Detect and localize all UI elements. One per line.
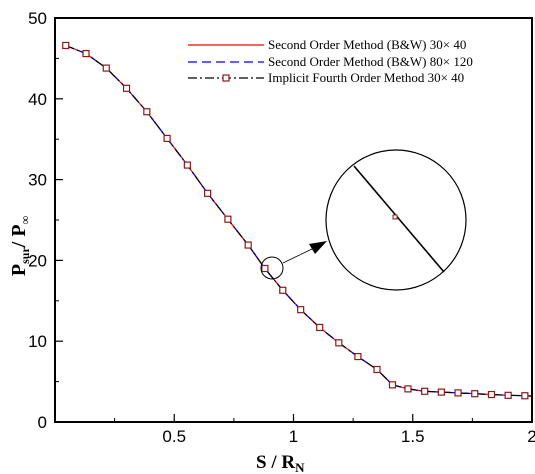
y-tick-label: 20 (28, 251, 47, 270)
y-axis-title-text: P (8, 264, 30, 276)
y-tick-label: 10 (28, 332, 47, 351)
legend: Second Order Method (B&W) 30× 40 Second … (188, 37, 473, 85)
zoom-inset-circle (325, 149, 467, 291)
y-axis-title: Psur/ P∞ (8, 215, 32, 276)
zoom-inset-curve (353, 165, 445, 273)
data-point-marker (183, 161, 191, 169)
data-point-marker (521, 392, 529, 400)
x-axis-title-text: S / R (256, 452, 295, 473)
data-point-marker (373, 365, 381, 374)
data-point-marker (204, 189, 212, 197)
data-point-marker (335, 339, 343, 347)
legend-label-second-order-30x40: Second Order Method (B&W) 30× 40 (268, 37, 466, 52)
data-point-marker (163, 134, 171, 142)
data-point-marker (279, 286, 287, 294)
data-point-marker (487, 390, 496, 399)
data-point-marker (82, 49, 90, 58)
y-tick-label: 40 (28, 90, 47, 109)
legend-label-second-order-80x120: Second Order Method (B&W) 80× 120 (268, 54, 473, 69)
data-point-marker (454, 389, 462, 397)
data-point-marker (102, 64, 110, 72)
data-point-marker (354, 352, 362, 361)
data-point-marker (224, 215, 232, 223)
data-point-marker (471, 390, 479, 398)
x-tick-label: 0.5 (162, 427, 186, 446)
data-point-marker (404, 385, 412, 393)
data-point-marker (297, 306, 305, 314)
y-tick-label: 0 (38, 413, 47, 432)
y-tick-label: 30 (28, 171, 47, 190)
legend-marker-implicit-fourth-order (222, 74, 230, 82)
data-point-marker (244, 241, 252, 249)
x-tick-label: 1.5 (401, 427, 425, 446)
y-axis-title-subscript-2: ∞ (18, 215, 32, 224)
data-point-marker (504, 391, 512, 399)
zoom-arrow-head (309, 241, 327, 254)
data-point-marker (122, 84, 131, 92)
x-axis-title: S / RN (256, 452, 305, 474)
data-point-marker (143, 108, 151, 116)
zoom-inset (260, 149, 467, 291)
data-point-marker (421, 387, 429, 395)
data-point-marker (388, 381, 397, 389)
x-axis-title-subscript: N (295, 460, 305, 474)
x-tick-label: 1 (289, 427, 298, 446)
y-axis-title-separator: / P (8, 224, 30, 248)
zoom-connector-line (282, 247, 315, 264)
y-tick-label: 50 (28, 9, 47, 28)
zoom-focus-circle (260, 256, 284, 280)
x-tick-label: 2 (527, 427, 535, 446)
data-point-marker (62, 41, 70, 50)
data-point-marker (261, 264, 269, 273)
data-point-marker (437, 388, 445, 396)
data-point-marker (316, 323, 324, 332)
legend-label-implicit-fourth-order: Implicit Fourth Order Method 30× 40 (268, 70, 464, 85)
zoom-inset-marker (392, 214, 398, 220)
y-axis-title-subscript: sur (18, 247, 32, 264)
marker-layer (62, 41, 529, 400)
